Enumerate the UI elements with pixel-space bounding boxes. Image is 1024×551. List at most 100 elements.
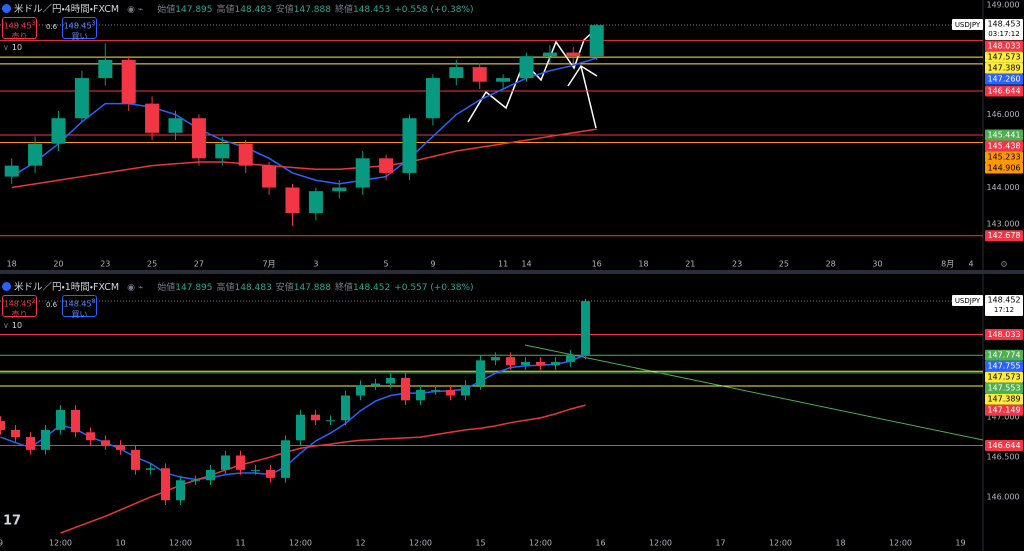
candle-body	[191, 480, 200, 482]
candle-body	[71, 409, 80, 433]
candle-body	[461, 385, 470, 396]
x-tick-label: 18	[835, 539, 845, 548]
candle-body	[56, 409, 65, 430]
candle-body	[521, 361, 530, 366]
side-label: 売り	[11, 309, 28, 319]
price: 148.453	[3, 19, 36, 32]
badge-value: 10	[11, 321, 23, 330]
symbol-icon	[2, 282, 11, 291]
side-label: 売り	[11, 31, 28, 41]
spread: 0.6	[46, 23, 58, 31]
candle-body	[262, 165, 277, 188]
drawing-arrow	[567, 64, 598, 87]
candle-body	[145, 103, 160, 133]
symbol-icon	[2, 4, 11, 13]
x-tick-label: 8月	[941, 260, 954, 269]
candle-body	[221, 455, 230, 470]
level-label: 142.678	[987, 231, 1020, 240]
candle-body	[308, 191, 323, 214]
chart-title: 米ドル／円・4時間・FXCM	[14, 4, 120, 15]
candle-body	[401, 377, 410, 401]
candle-body	[285, 187, 300, 214]
x-tick-label: 12:00	[409, 539, 432, 548]
x-tick-label: 12:00	[529, 539, 552, 548]
buy-button[interactable]: 148.453 買い	[62, 17, 97, 41]
buy-button[interactable]: 148.458 買い	[62, 295, 97, 319]
x-tick-label: 5	[384, 260, 389, 269]
change: +0.558 (+0.38%)	[394, 5, 474, 15]
candle-body	[431, 389, 440, 391]
ohlc-label: 終値	[334, 5, 353, 15]
level-label: 146.644	[987, 441, 1020, 450]
candle-body	[311, 414, 320, 421]
candle-body	[542, 52, 557, 57]
candle-body	[472, 67, 487, 82]
candle-body	[236, 455, 245, 470]
candle-body	[379, 158, 394, 173]
level-label-box	[985, 329, 1023, 341]
candle-body	[0, 421, 5, 430]
sell-button[interactable]: 148.453 売り	[2, 17, 37, 41]
y-tick-label: 147.000	[986, 413, 1019, 422]
moving-average	[60, 404, 586, 534]
price: 148.452	[3, 297, 36, 310]
x-tick-label: 25	[779, 260, 789, 269]
level-label-box	[985, 73, 1023, 85]
level-label: 146.644	[987, 87, 1020, 96]
candle-body	[589, 25, 604, 57]
level-label-box	[985, 360, 1023, 372]
x-tick-label: 19	[955, 539, 965, 548]
chevron: ∨	[3, 43, 9, 52]
price-main: 148.45	[3, 21, 32, 31]
side-label: 買い	[71, 31, 88, 41]
level-label-box	[985, 85, 1023, 97]
sell-button[interactable]: 148.452 売り	[2, 295, 37, 319]
ohlc-value: 147.895	[175, 5, 213, 15]
candle-body	[491, 357, 500, 361]
level-label: 147.389	[987, 64, 1020, 73]
candle-body	[101, 440, 110, 446]
y-tick-label: 146.000	[986, 493, 1019, 502]
x-tick-label: 9	[0, 539, 3, 548]
ohlc-label: 高値	[216, 283, 235, 293]
candle-body	[98, 59, 113, 79]
countdown: 03:17:12	[988, 30, 1019, 38]
candle-body	[74, 78, 89, 119]
x-tick-label: 21	[685, 260, 695, 269]
ohlc-label: 終値	[334, 283, 353, 293]
candle-body	[26, 437, 35, 450]
candle-body	[28, 143, 43, 166]
level-label-box	[985, 40, 1023, 52]
chart-header: 米ドル／円・1時間・FXCM ◉ ⌁ 始値147.895 高値148.483 安値147…	[2, 279, 474, 293]
candle-body	[355, 158, 370, 188]
candle-body	[238, 143, 253, 166]
level-label: 145.233	[987, 152, 1020, 161]
candle-body	[476, 360, 485, 386]
candle-body	[356, 385, 365, 396]
level-label-box	[985, 393, 1023, 405]
level-label: 147.389	[987, 395, 1020, 404]
symbol-box	[952, 19, 983, 31]
level-label-box	[985, 404, 1023, 416]
last-price-box	[985, 19, 1023, 41]
candle-body	[581, 301, 590, 355]
candle-body	[536, 361, 545, 366]
candle-body	[519, 56, 534, 79]
chart-header: 米ドル／円・4時間・FXCM ◉ ⌁ 始値147.895 高値148.483 安値147…	[2, 1, 474, 15]
candle-body	[251, 469, 260, 471]
side-label: 買い	[71, 309, 88, 319]
settings-icon: ⊙	[1001, 260, 1008, 269]
last-price: 148.452	[987, 296, 1020, 305]
last-price: 148.453	[987, 20, 1020, 29]
x-tick-label: 14	[521, 260, 531, 269]
price-sup: 2	[31, 298, 36, 305]
level-label: 147.553	[987, 384, 1020, 393]
x-tick-label: 11	[235, 539, 245, 548]
panel-separator	[0, 270, 1024, 274]
candle-body	[191, 118, 206, 159]
candle-body	[51, 118, 66, 144]
symbol-label: USDJPY	[955, 297, 981, 305]
y-tick-label: 144.000	[986, 183, 1019, 192]
x-tick-label: 7月	[263, 260, 276, 269]
level-label-box	[985, 371, 1023, 383]
